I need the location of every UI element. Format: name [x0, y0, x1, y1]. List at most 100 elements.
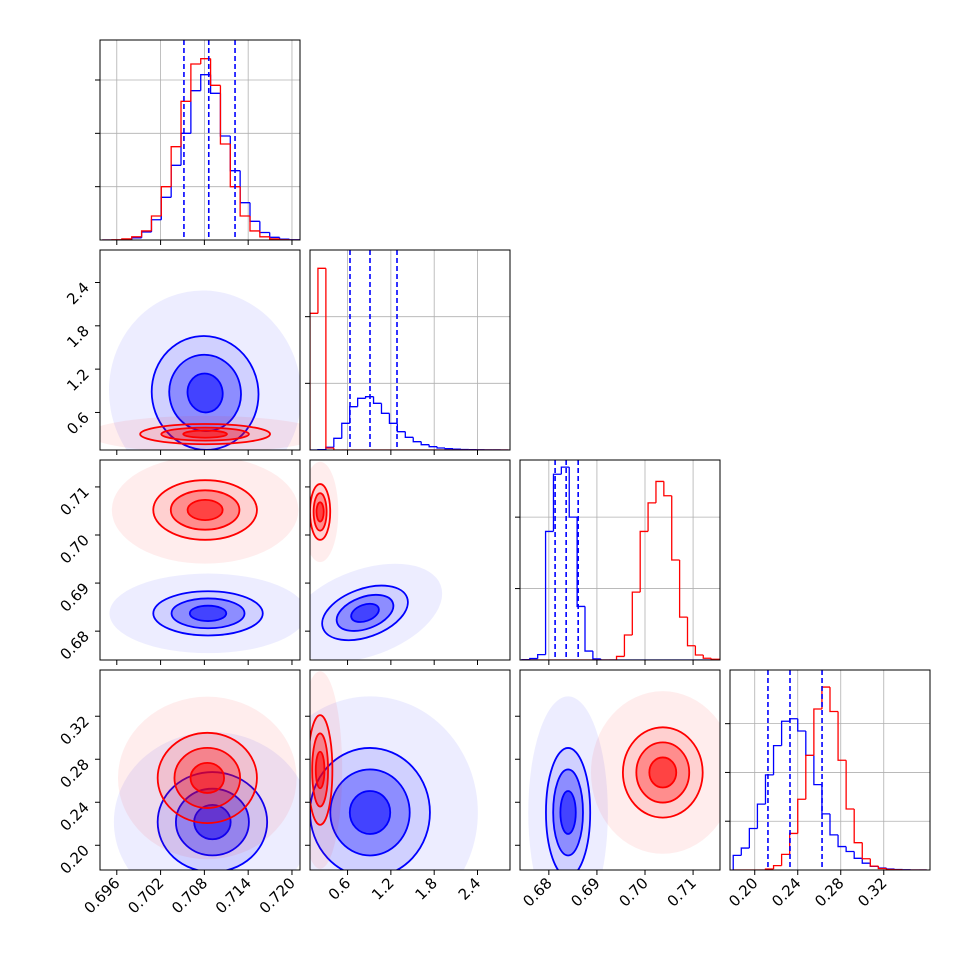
hist-bin: [805, 754, 814, 800]
hist-bin: [190, 63, 201, 102]
x-tick-label: 0.708: [168, 874, 211, 917]
hist-bin: [805, 730, 814, 757]
hist-bin: [740, 847, 750, 856]
hist-bin: [380, 403, 390, 414]
hist-bin: [229, 144, 241, 188]
panel-frame: [99, 39, 301, 241]
x-tick-label: 2.4: [455, 874, 485, 904]
hist-bin: [813, 708, 822, 756]
y-tick-label: 0.28: [56, 755, 92, 791]
hist-bin: [861, 842, 871, 860]
hist-bin: [140, 230, 152, 237]
hist-bin: [772, 864, 782, 870]
panel-content: [102, 40, 300, 240]
hist-bin: [170, 164, 182, 198]
panel-content: [310, 461, 443, 660]
hist-bin: [249, 202, 260, 222]
x-tick-label: 0.70: [615, 874, 651, 910]
panel-content: [100, 290, 300, 450]
hist-bin: [333, 448, 342, 450]
hist-bin: [631, 591, 641, 635]
hist-bin: [259, 230, 270, 238]
x-tick-label: 1.2: [368, 874, 398, 904]
hist-bin: [452, 448, 461, 450]
contour: [186, 372, 224, 414]
hist-bin: [813, 755, 822, 786]
hist-bin: [877, 866, 887, 869]
hist-bin: [877, 866, 887, 870]
hist-bin: [200, 74, 211, 91]
hist-bin: [845, 846, 855, 853]
hist-bin: [180, 132, 191, 166]
x-tick-label: 0.32: [854, 874, 890, 910]
y-tick-label: 0.6: [63, 409, 93, 439]
panel-content: [310, 671, 478, 870]
hist-bin: [170, 146, 182, 187]
hist-bin: [529, 657, 538, 660]
hist-bin: [150, 219, 162, 232]
x-tick-label: 1.8: [411, 874, 441, 904]
hist-bin: [180, 100, 191, 147]
panel-content: [528, 691, 720, 870]
contour: [314, 750, 326, 790]
hist-bin: [150, 215, 162, 231]
y-tick-label: 1.2: [63, 365, 93, 395]
panel-content: [732, 670, 927, 870]
panel-content: [521, 460, 720, 660]
sample-cloud: [528, 696, 608, 870]
x-tick-label: 0.714: [212, 874, 255, 917]
hist-bin: [349, 406, 358, 424]
x-tick-label: 0.71: [664, 874, 700, 910]
hist-bin: [623, 634, 633, 657]
hist-bin: [821, 686, 830, 710]
x-tick-label: 0.696: [81, 874, 124, 917]
panel-frame: [99, 669, 301, 871]
hist-bin: [764, 774, 774, 805]
hist-bin: [600, 658, 609, 660]
contour: [189, 762, 225, 794]
x-tick-label: 0.24: [768, 874, 804, 910]
hist-bin: [396, 423, 406, 433]
hist-bin: [789, 718, 798, 722]
hist-bin: [615, 655, 625, 660]
sample-cloud: [310, 696, 478, 870]
hist-bin: [357, 397, 366, 407]
x-tick-label: 0.702: [124, 874, 167, 917]
hist-bin: [837, 834, 847, 848]
hist-bin: [333, 437, 342, 448]
y-tick-label: 2.4: [63, 279, 93, 309]
hist-bin: [663, 481, 672, 497]
hist-bin: [702, 655, 712, 659]
hist-bin: [853, 851, 863, 859]
hist-bin: [420, 441, 430, 446]
hist-bin: [647, 502, 656, 532]
hist-bin: [200, 58, 211, 64]
hist-bin: [552, 473, 562, 532]
hist-bin: [372, 396, 382, 404]
hist-bin: [121, 238, 132, 240]
hist-bin: [869, 858, 879, 867]
y-tick-label: 0.69: [56, 579, 92, 615]
y-tick-label: 1.8: [63, 322, 93, 352]
x-tick-label: 0.20: [725, 874, 761, 910]
hist-bin: [732, 854, 742, 870]
hist-bin: [821, 784, 830, 815]
hist-bin: [239, 186, 250, 217]
contour: [182, 429, 228, 439]
hist-bin: [131, 236, 142, 239]
hist-bin: [428, 444, 438, 448]
contour: [559, 790, 577, 835]
contour: [348, 790, 392, 835]
panel-content: [109, 460, 300, 654]
panel-frame: [99, 459, 301, 661]
hist-bin: [694, 645, 704, 656]
panel-frame: [309, 249, 511, 451]
panel-frame: [519, 459, 721, 661]
y-tick-label: 0.68: [56, 627, 92, 663]
hist-bin: [837, 711, 847, 761]
hist-bin: [756, 803, 766, 829]
hist-bin: [853, 809, 863, 844]
x-tick-label: 0.68: [519, 874, 555, 910]
panel-content: [310, 250, 509, 450]
